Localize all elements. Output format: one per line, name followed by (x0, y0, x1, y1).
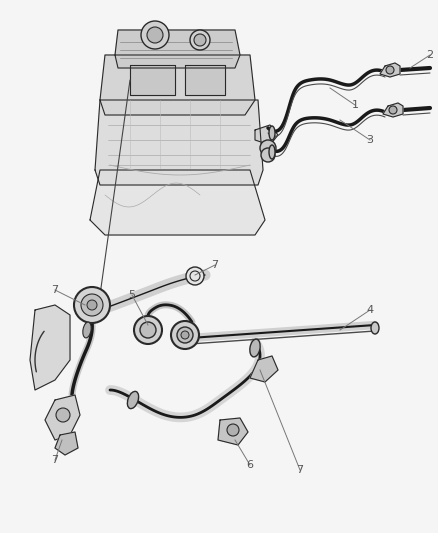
Ellipse shape (371, 322, 379, 334)
Circle shape (260, 140, 276, 156)
Circle shape (190, 30, 210, 50)
Circle shape (386, 66, 394, 74)
Polygon shape (185, 65, 225, 95)
Circle shape (87, 300, 97, 310)
Circle shape (141, 21, 169, 49)
Polygon shape (115, 30, 240, 68)
Polygon shape (30, 305, 70, 390)
Polygon shape (95, 100, 263, 185)
Polygon shape (100, 55, 255, 115)
Circle shape (194, 34, 206, 46)
Text: 1: 1 (352, 100, 358, 110)
Circle shape (140, 322, 156, 338)
Circle shape (186, 267, 204, 285)
Polygon shape (255, 125, 278, 145)
Circle shape (177, 327, 193, 343)
Circle shape (181, 331, 189, 339)
Ellipse shape (269, 145, 275, 159)
Polygon shape (90, 170, 265, 235)
Circle shape (389, 106, 397, 114)
Circle shape (56, 408, 70, 422)
Text: 3: 3 (367, 135, 374, 145)
Ellipse shape (127, 391, 138, 409)
Polygon shape (45, 395, 80, 440)
Text: 7: 7 (51, 285, 59, 295)
Circle shape (134, 316, 162, 344)
Circle shape (171, 321, 199, 349)
Circle shape (74, 287, 110, 323)
Circle shape (147, 27, 163, 43)
Text: 4: 4 (367, 305, 374, 315)
Circle shape (227, 424, 239, 436)
Polygon shape (130, 65, 175, 95)
Polygon shape (383, 103, 403, 117)
Polygon shape (218, 418, 248, 445)
Circle shape (81, 294, 103, 316)
Text: 5: 5 (128, 290, 135, 300)
Circle shape (261, 148, 275, 162)
Polygon shape (55, 432, 78, 455)
Ellipse shape (83, 322, 91, 338)
Ellipse shape (250, 339, 260, 357)
Text: 2: 2 (427, 50, 434, 60)
Text: 7: 7 (51, 455, 59, 465)
Polygon shape (250, 356, 278, 382)
Text: 7: 7 (212, 260, 219, 270)
Polygon shape (380, 63, 400, 77)
Text: 6: 6 (247, 460, 254, 470)
Text: 7: 7 (297, 465, 304, 475)
Ellipse shape (269, 126, 275, 140)
